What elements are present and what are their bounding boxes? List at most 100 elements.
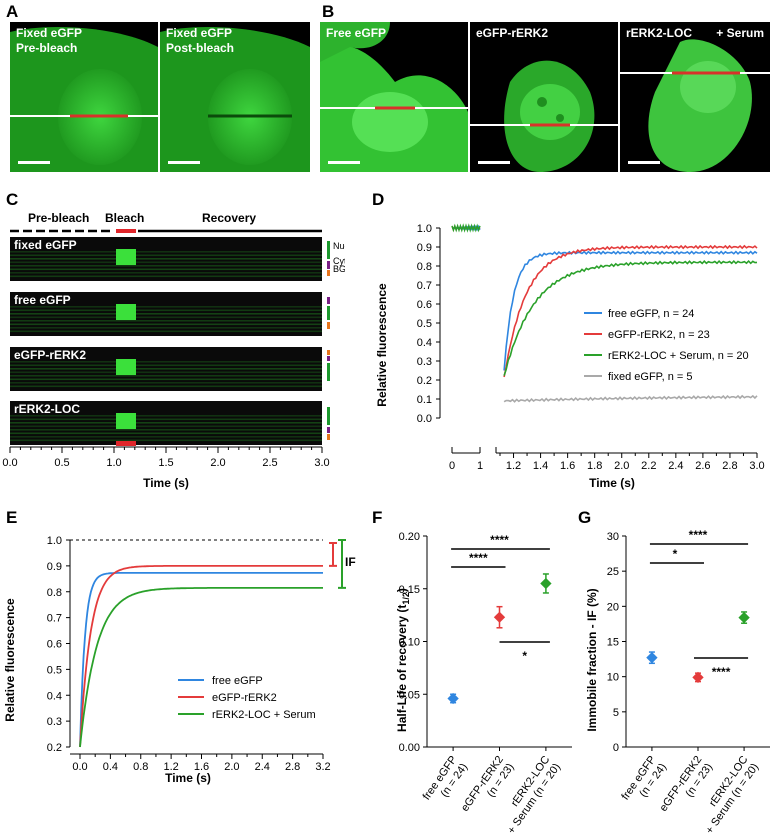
fit-curve-2 (79, 565, 323, 748)
kymograph-x-label: Time (s) (143, 476, 189, 490)
recovery-curves-plot: Relative fluorescence 0.0 0.1 0.2 0.3 0.4 0.5… (375, 223, 765, 490)
y-tick-label: 0.7 (417, 280, 432, 292)
sig-marker: **** (689, 528, 708, 542)
sig-marker: **** (712, 665, 731, 679)
x-category-label: eGFP-rERK2(n = 23) (657, 754, 715, 821)
y-tick-label: 1.0 (417, 223, 432, 235)
bleach-spot (116, 249, 136, 265)
y-tick-label: 0.7 (47, 613, 62, 625)
caption-line1: Free eGFP (326, 26, 387, 40)
if-label: IF (345, 555, 356, 569)
y-tick-label: 0.6 (417, 299, 432, 311)
y-tick-label: 0.15 (399, 584, 420, 596)
legend-entry: rERK2-LOC + Serum, n = 20 (608, 350, 749, 362)
legend-entry: eGFP-rERK2 (212, 692, 277, 704)
kymograph-band (10, 306, 322, 308)
kymograph-band (10, 371, 322, 374)
scale-bar (478, 161, 510, 164)
y-tick-label: 0 (613, 742, 619, 754)
x-tick-label: 1.5 (158, 457, 173, 469)
scale-bar (628, 161, 660, 164)
y-tick-label: 0.8 (417, 261, 432, 273)
caption-line1: Fixed eGFP (166, 26, 233, 40)
y-tick-label: 0.4 (47, 690, 62, 702)
x-tick-label: 1.6 (194, 761, 209, 773)
phase-bleach: Bleach (105, 211, 144, 225)
region-label-cyto: Cyto (333, 256, 345, 266)
caption-line1: rERK2-LOC (626, 26, 693, 40)
x-tick-label: 0.8 (133, 761, 148, 773)
region-marker (327, 261, 330, 269)
panel-label-f: F (372, 508, 383, 527)
legend-entry: eGFP-rERK2, n = 23 (608, 329, 710, 341)
sig-marker: * (522, 649, 527, 663)
x-tick-label: 1.8 (587, 460, 602, 472)
x-axis-label: Time (s) (589, 476, 635, 490)
micrograph-free-egfp: Free eGFP (320, 22, 468, 172)
y-tick-label: 0.0 (417, 413, 432, 425)
kymograph-band (10, 323, 322, 326)
region-marker (327, 350, 330, 355)
region-marker (327, 356, 330, 361)
kymograph-band (10, 268, 322, 271)
kymograph-1: fixed eGFP (10, 237, 330, 281)
kymograph-band (10, 254, 322, 257)
data-point (646, 652, 658, 664)
y-tick-label: 0.9 (417, 242, 432, 254)
kymograph-band (10, 258, 322, 260)
fit-curves-plot: Relative fluorescence 0.2 0.3 0.4 0.5 0.6 0.7… (3, 535, 356, 785)
x-tick-label: 2.4 (668, 460, 683, 472)
y-tick-label: 0.8 (47, 587, 62, 599)
y-tick-label: 0.9 (47, 561, 62, 573)
immobile-fraction-plot: Immobile fraction - IF (%) 051015202530f… (585, 528, 770, 835)
x-tick-label: 0 (449, 460, 455, 472)
panel-label-g: G (578, 508, 592, 527)
y-tick-label: 0.5 (47, 664, 62, 676)
x-tick-label: 1.2 (163, 761, 178, 773)
y-tick-label: 0.6 (47, 639, 62, 651)
x-tick-label: 3.0 (749, 460, 764, 472)
region-marker (327, 407, 330, 425)
x-axis-label: Time (s) (165, 771, 211, 785)
half-life-plot: Half-Life of recovery (t1/2) 0.00 0.05 0.1… (395, 531, 572, 835)
y-tick-label: 0.20 (399, 531, 420, 543)
y-tick-label: 0.1 (417, 394, 432, 406)
region-label-bg: BG (333, 264, 345, 274)
kymograph-band (10, 422, 322, 424)
kymograph-label: rERK2-LOC (14, 402, 80, 416)
y-tick-label: 0.4 (417, 337, 432, 349)
x-tick-label: 2.4 (255, 761, 270, 773)
sig-marker: **** (490, 533, 509, 547)
kymograph-band (10, 330, 322, 333)
y-tick-label: 0.00 (399, 742, 420, 754)
kymograph-band (10, 382, 322, 384)
kymograph-band (10, 418, 322, 421)
x-tick-label: 2.8 (722, 460, 737, 472)
kymograph-band (10, 251, 322, 253)
x-tick-label: 0.0 (2, 457, 17, 469)
kymograph-3: eGFP-rERK2 (10, 347, 330, 391)
data-point (692, 671, 704, 684)
region-marker (327, 306, 330, 320)
caption-line2: Pre-bleach (16, 41, 78, 55)
kymograph-band (10, 425, 322, 428)
kymograph-band (10, 327, 322, 329)
y-axis-label: Immobile fraction - IF (%) (585, 588, 599, 731)
phase-prebleach: Pre-bleach (28, 211, 89, 225)
prebleach-trace (451, 223, 481, 233)
kymograph-band (10, 275, 322, 278)
region-marker (327, 363, 330, 381)
y-tick-label: 0.2 (417, 375, 432, 387)
kymograph-panel: Pre-bleach Bleach Recovery fixed eGFP fre… (2, 211, 345, 490)
x-tick-label: 1.2 (506, 460, 521, 472)
y-tick-label: 0.10 (399, 637, 420, 649)
kymograph-band (10, 364, 322, 367)
y-axis-label: Half-Life of recovery (t1/2) (395, 588, 411, 732)
x-tick-label: 1.0 (106, 457, 121, 469)
panel-label-d: D (372, 190, 385, 209)
kymograph-label: free eGFP (14, 293, 71, 307)
region-marker (327, 322, 330, 329)
bleach-spot (116, 304, 136, 320)
region-marker (327, 297, 330, 304)
y-tick-label: 10 (607, 672, 619, 684)
